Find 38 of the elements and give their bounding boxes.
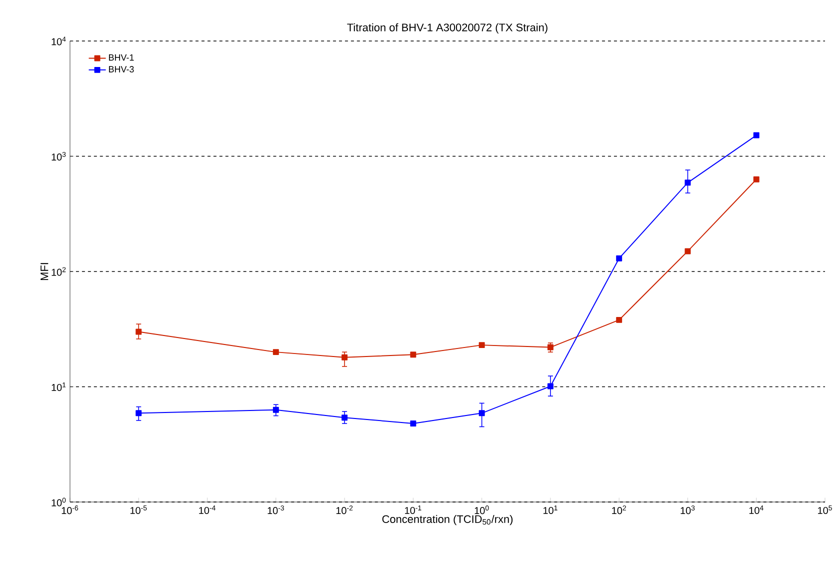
x-tick-label: 10$^{3}$: [680, 506, 695, 514]
y-tick-label: 10$^{3}$: [52, 152, 66, 161]
y-tick-label: 10$^{1}$: [52, 382, 66, 391]
point: [342, 354, 348, 360]
point: [478, 410, 485, 416]
x-tick-label: 10$^{5}$: [818, 506, 832, 514]
point: [616, 316, 622, 323]
point: [684, 180, 691, 186]
point: [616, 255, 622, 262]
point: [272, 406, 279, 413]
point: [547, 383, 554, 390]
point: [753, 132, 760, 138]
legend-label: BHV-1: [109, 54, 134, 61]
point: [547, 344, 554, 350]
point: [342, 414, 348, 421]
point: [753, 176, 760, 182]
x-tick-label: 10$^{-5}$: [130, 506, 147, 514]
x-tick-label: 10$^{2}$: [612, 506, 626, 514]
y-tick-label: 10$^{2}$: [52, 267, 66, 276]
x-tick-label: 10$^{0}$: [474, 506, 489, 514]
y-axis-title: MFI: [40, 263, 48, 280]
legend-label: BHV-3: [109, 66, 134, 72]
y-tick-label: 10$^{0}$: [52, 498, 66, 506]
point: [410, 352, 416, 358]
point: [410, 420, 416, 426]
x-tick-label: 10$^{-2}$: [336, 506, 353, 514]
x-axis-title: Concentration (TCID$_{50}$/rxn): [382, 514, 513, 526]
x-tick-label: 10$^{4}$: [749, 506, 764, 514]
chart-title: Titration of BHV-1 A30020072 (TX Strain): [347, 23, 548, 34]
x-tick-label: 10$^{-1}$: [405, 506, 422, 514]
point: [684, 248, 691, 254]
x-tick-label: 10$^{1}$: [543, 506, 558, 514]
x-tick-label: 10$^{-3}$: [268, 506, 284, 514]
x-tick-label: 10$^{-6}$: [62, 506, 78, 514]
y-tick-label: 10$^{4}$: [52, 36, 66, 46]
point: [272, 349, 279, 356]
point: [478, 342, 485, 348]
x-tick-label: 10$^{-4}$: [199, 506, 216, 514]
